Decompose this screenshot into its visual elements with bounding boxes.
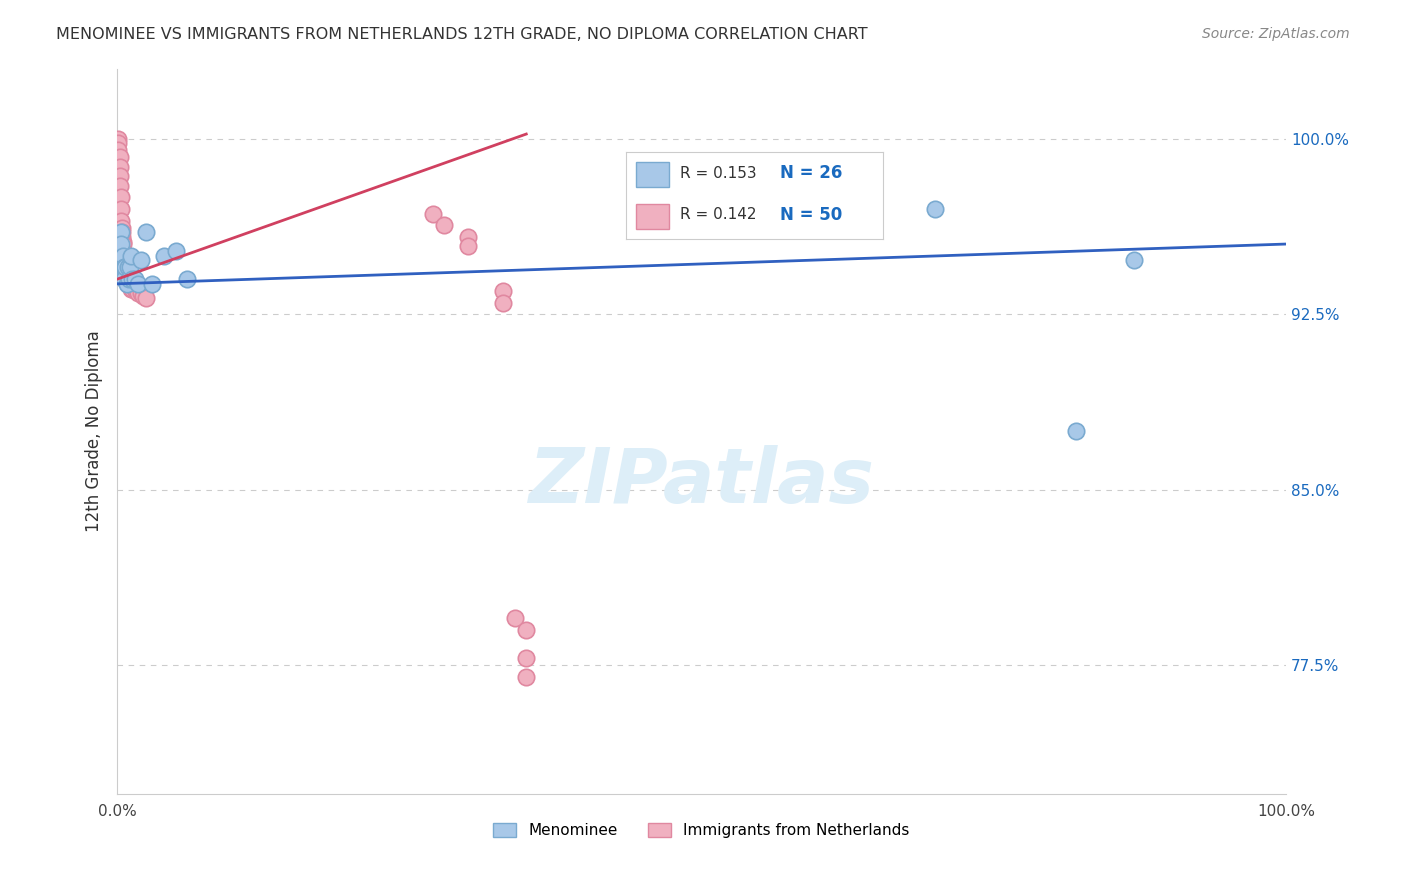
Point: [176, 272, 198, 286]
Point: [515, 670, 537, 684]
Point: [515, 623, 537, 637]
Point: [117, 265, 139, 279]
Point: [110, 237, 132, 252]
Point: [515, 651, 537, 665]
Point: [127, 277, 149, 291]
Point: [110, 213, 132, 227]
Point: [135, 225, 157, 239]
Point: [124, 272, 146, 286]
Point: [121, 272, 143, 286]
Text: ZIPatlas: ZIPatlas: [529, 445, 875, 519]
Point: [118, 279, 141, 293]
Point: [118, 260, 141, 275]
Point: [118, 277, 141, 291]
Point: [107, 136, 129, 151]
Point: [121, 281, 143, 295]
Point: [105, 144, 128, 158]
Point: [124, 281, 146, 295]
Point: [112, 237, 135, 252]
Point: [132, 288, 155, 302]
Point: [112, 249, 135, 263]
Point: [129, 253, 152, 268]
Point: [120, 281, 142, 295]
Point: [111, 260, 134, 275]
Point: [114, 260, 136, 275]
Point: [112, 235, 135, 249]
Point: [108, 169, 131, 184]
Point: [112, 249, 135, 263]
Point: [108, 237, 131, 252]
Point: [120, 249, 142, 263]
Point: [107, 144, 129, 158]
Point: [503, 611, 526, 625]
Point: [112, 253, 135, 268]
Point: [108, 160, 131, 174]
Point: [129, 286, 152, 301]
Point: [108, 178, 131, 193]
Legend: Menominee, Immigrants from Netherlands: Menominee, Immigrants from Netherlands: [486, 817, 915, 845]
Point: [457, 230, 479, 244]
Point: [924, 202, 946, 216]
Point: [165, 244, 187, 258]
Point: [111, 230, 134, 244]
Point: [117, 260, 139, 275]
Point: [807, 220, 830, 235]
Point: [107, 132, 129, 146]
Point: [1064, 424, 1087, 438]
Point: [125, 284, 148, 298]
Point: [422, 206, 444, 220]
Point: [111, 220, 134, 235]
Point: [110, 225, 132, 239]
Point: [492, 284, 515, 298]
Point: [114, 260, 136, 275]
Point: [111, 225, 134, 239]
Point: [112, 272, 135, 286]
Point: [115, 262, 138, 277]
Point: [135, 291, 157, 305]
Point: [105, 167, 128, 181]
Text: Source: ZipAtlas.com: Source: ZipAtlas.com: [1202, 27, 1350, 41]
Point: [118, 268, 141, 282]
Point: [112, 260, 135, 275]
Point: [110, 190, 132, 204]
Point: [108, 151, 131, 165]
Point: [117, 268, 139, 282]
Point: [118, 272, 141, 286]
Point: [1123, 253, 1146, 268]
Point: [141, 277, 163, 291]
Point: [153, 249, 176, 263]
Text: MENOMINEE VS IMMIGRANTS FROM NETHERLANDS 12TH GRADE, NO DIPLOMA CORRELATION CHAR: MENOMINEE VS IMMIGRANTS FROM NETHERLANDS…: [56, 27, 868, 42]
Point: [112, 249, 135, 263]
Point: [433, 219, 456, 233]
Point: [112, 244, 135, 258]
Y-axis label: 12th Grade, No Diploma: 12th Grade, No Diploma: [86, 330, 103, 533]
Point: [492, 295, 515, 310]
Point: [110, 202, 132, 216]
Point: [115, 265, 138, 279]
Point: [118, 277, 141, 291]
Point: [118, 272, 141, 286]
Point: [114, 253, 136, 268]
Point: [115, 277, 138, 291]
Point: [127, 286, 149, 301]
Point: [457, 239, 479, 253]
